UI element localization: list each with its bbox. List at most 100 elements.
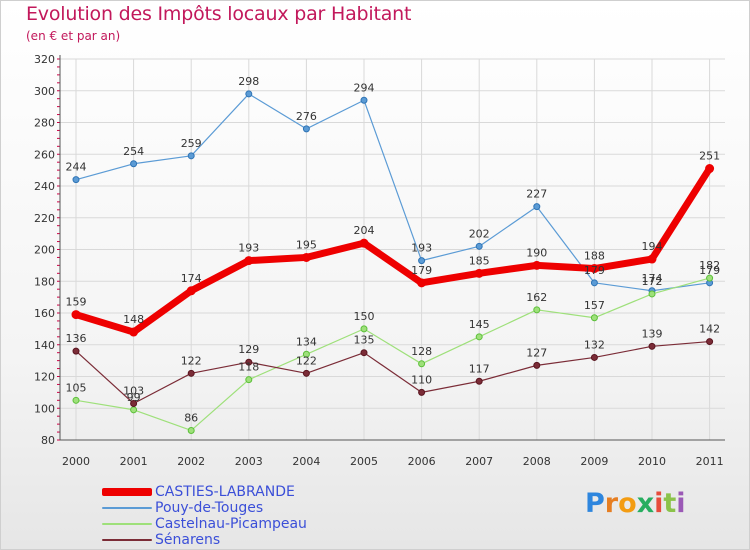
chart-subtitle: (en € et par an) (26, 29, 121, 43)
x-tick-label: 2003 (235, 455, 263, 468)
legend-swatch (102, 523, 152, 525)
data-label: 182 (699, 259, 720, 272)
data-point (71, 310, 81, 320)
data-point (130, 399, 138, 407)
data-label: 134 (296, 335, 317, 348)
data-label: 174 (642, 272, 663, 285)
data-point (130, 160, 138, 168)
data-label: 179 (699, 264, 720, 277)
data-point (706, 274, 714, 282)
data-point (245, 358, 253, 366)
data-point (360, 349, 368, 357)
data-label: 132 (584, 338, 605, 351)
data-point (245, 90, 253, 98)
legend-swatch (102, 539, 152, 541)
data-point (647, 254, 657, 264)
data-label: 251 (699, 150, 720, 163)
x-tick-label: 2011 (696, 455, 724, 468)
logo-letter: i (676, 488, 686, 519)
data-point (244, 256, 254, 266)
series-line (72, 165, 714, 336)
x-tick-label: 2010 (638, 455, 666, 468)
logo-letter: o (618, 488, 637, 519)
data-point (590, 314, 598, 322)
data-point (72, 396, 80, 404)
y-tick-label: 140 (34, 339, 55, 352)
data-point (533, 361, 541, 369)
data-point (72, 347, 80, 355)
data-label: 298 (238, 75, 259, 88)
data-point (302, 350, 310, 358)
legend-label: Sénarens (155, 532, 221, 548)
data-label: 128 (411, 345, 432, 358)
data-label: 194 (642, 240, 663, 253)
y-tick-label: 220 (34, 212, 55, 225)
data-point (301, 252, 311, 262)
series-line (75, 93, 711, 292)
data-point (187, 369, 195, 377)
y-tick-label: 300 (34, 85, 55, 98)
y-tick-label: 80 (41, 434, 55, 447)
data-label: 179 (411, 264, 432, 277)
data-label: 159 (66, 296, 87, 309)
data-point (475, 377, 483, 385)
x-tick-label: 2006 (408, 455, 436, 468)
data-label: 105 (66, 381, 87, 394)
data-label: 193 (411, 242, 432, 255)
data-label: 135 (354, 334, 375, 347)
data-point (245, 376, 253, 384)
data-label: 110 (411, 373, 432, 386)
data-point (418, 388, 426, 396)
data-label: 117 (469, 362, 490, 375)
data-label: 259 (181, 137, 202, 150)
data-label: 142 (699, 323, 720, 336)
data-point (706, 338, 714, 346)
y-tick-label: 160 (34, 307, 55, 320)
data-label: 195 (296, 238, 317, 251)
chart-title: Evolution des Impôts locaux par Habitant (26, 3, 412, 25)
data-label: 188 (584, 250, 605, 263)
series-line (75, 277, 711, 432)
legend-label: Pouy-de-Touges (155, 500, 264, 516)
x-tick-label: 2009 (580, 455, 608, 468)
x-tick-label: 2004 (292, 455, 320, 468)
data-label: 103 (123, 384, 144, 397)
data-point (359, 238, 369, 248)
logo-letter: x (636, 488, 655, 519)
series-layer (71, 90, 715, 434)
data-point (648, 290, 656, 298)
data-point (418, 360, 426, 368)
data-point (186, 286, 196, 296)
data-label: 190 (526, 246, 547, 259)
data-point (130, 406, 138, 414)
data-label: 148 (123, 313, 144, 326)
series-line (75, 340, 711, 405)
data-label: 202 (469, 227, 490, 240)
y-tick-label: 240 (34, 180, 55, 193)
legend-label: CASTIES-LABRANDE (155, 484, 295, 500)
data-point (474, 268, 484, 278)
data-label: 193 (238, 242, 259, 255)
data-label: 122 (181, 354, 202, 367)
y-tick-label: 280 (34, 117, 55, 130)
x-tick-label: 2007 (465, 455, 493, 468)
data-point (187, 426, 195, 434)
data-point (418, 257, 426, 265)
data-label: 244 (66, 161, 87, 174)
data-point (589, 264, 599, 274)
y-tick-label: 120 (34, 371, 55, 384)
data-label: 227 (526, 188, 547, 201)
legend-item: Castelnau-Picampeau (102, 516, 307, 532)
y-tick-label: 320 (34, 53, 55, 66)
data-point (360, 325, 368, 333)
data-label: 99 (127, 391, 141, 404)
data-label: 127 (526, 346, 547, 359)
data-point (533, 203, 541, 211)
data-point (648, 342, 656, 350)
x-tick-label: 2005 (350, 455, 378, 468)
data-point (533, 306, 541, 314)
data-label: 172 (642, 275, 663, 288)
data-point (475, 333, 483, 341)
grid-layer (60, 58, 725, 441)
